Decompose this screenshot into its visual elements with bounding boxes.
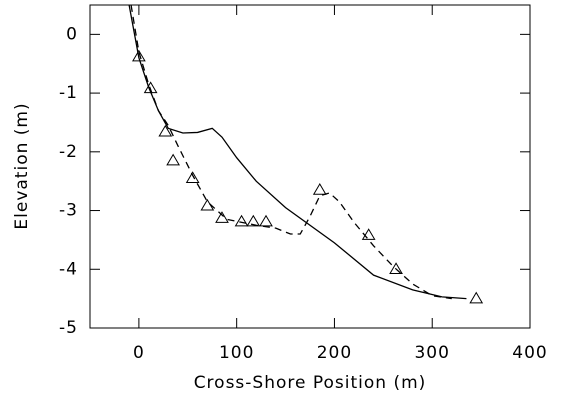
y-tick-label: -5 [59, 318, 78, 338]
triangle-marker [143, 81, 158, 94]
x-tick-label: 300 [414, 343, 449, 363]
x-axis-label: Cross-Shore Position (m) [194, 373, 427, 393]
y-tick-label: -4 [59, 259, 78, 279]
y-tick-label: -2 [59, 142, 78, 162]
triangle-marker [469, 291, 484, 304]
data-line [130, 5, 452, 300]
triangle-marker [312, 183, 327, 195]
plot-area [128, 5, 484, 304]
x-tick-label: 400 [512, 343, 547, 363]
triangle-marker [166, 153, 180, 166]
triangle-marker [200, 198, 215, 211]
x-tick-label: 0 [133, 343, 145, 363]
x-tick-label: 200 [317, 343, 352, 363]
x-tick-label: 100 [219, 343, 254, 363]
triangle-marker [185, 171, 200, 183]
y-tick-label: 0 [66, 24, 78, 44]
triangle-marker [132, 49, 146, 62]
data-line [128, 5, 467, 300]
triangle-marker [246, 214, 261, 227]
triangle-marker [215, 211, 229, 223]
y-axis-label: Elevation (m) [12, 102, 32, 229]
plot-frame [89, 4, 531, 329]
triangle-marker [389, 262, 403, 274]
triangle-marker [158, 124, 173, 137]
y-tick-label: -1 [59, 83, 78, 103]
triangle-marker [259, 214, 273, 227]
y-tick-label: -3 [59, 201, 78, 221]
triangle-marker [234, 214, 249, 227]
triangle-marker [361, 228, 376, 240]
